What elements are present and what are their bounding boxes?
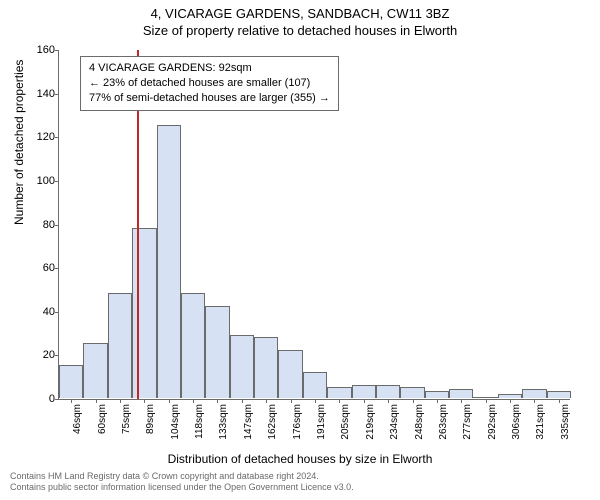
copyright-text: Contains HM Land Registry data © Crown c… (10, 471, 354, 494)
x-tick-label: 191sqm (316, 404, 327, 446)
x-tick-label: 60sqm (97, 404, 108, 446)
y-tick-mark (55, 181, 59, 182)
y-tick-label: 120 (27, 131, 55, 143)
y-tick-mark (55, 137, 59, 138)
x-tick-label: 46sqm (72, 404, 83, 446)
x-tick-mark (486, 399, 487, 403)
y-tick-label: 100 (27, 175, 55, 187)
y-tick-mark (55, 94, 59, 95)
y-tick-label: 40 (27, 306, 55, 318)
histogram-bar (473, 397, 497, 398)
histogram-bar (400, 387, 424, 398)
y-tick-label: 20 (27, 349, 55, 361)
histogram-bar (230, 335, 254, 398)
x-tick-label: 118sqm (194, 404, 205, 446)
info-line-1: 4 VICARAGE GARDENS: 92sqm (89, 61, 330, 76)
x-tick-mark (266, 399, 267, 403)
y-tick-mark (55, 268, 59, 269)
x-tick-mark (242, 399, 243, 403)
x-tick-mark (217, 399, 218, 403)
histogram-bar (425, 391, 449, 398)
histogram-bar (522, 389, 546, 398)
histogram-bar (157, 125, 181, 398)
x-tick-label: 147sqm (243, 404, 254, 446)
x-tick-label: 104sqm (170, 404, 181, 446)
x-tick-label: 75sqm (121, 404, 132, 446)
x-tick-label: 89sqm (145, 404, 156, 446)
y-tick-mark (55, 225, 59, 226)
histogram-bar (254, 337, 278, 398)
x-tick-mark (169, 399, 170, 403)
y-tick-label: 60 (27, 262, 55, 274)
y-tick-label: 140 (27, 88, 55, 100)
x-tick-mark (193, 399, 194, 403)
copyright-line-1: Contains HM Land Registry data © Crown c… (10, 471, 354, 483)
histogram-bar (352, 385, 376, 398)
x-tick-mark (364, 399, 365, 403)
histogram-bar (278, 350, 302, 398)
histogram-bar (83, 343, 107, 398)
x-tick-label: 306sqm (511, 404, 522, 446)
x-tick-label: 162sqm (267, 404, 278, 446)
y-tick-label: 160 (27, 44, 55, 56)
histogram-bar (132, 228, 156, 398)
y-tick-mark (55, 50, 59, 51)
histogram-bar (108, 293, 132, 398)
x-tick-mark (315, 399, 316, 403)
info-line-3: 77% of semi-detached houses are larger (… (89, 91, 330, 106)
info-line-2: ← 23% of detached houses are smaller (10… (89, 76, 330, 91)
x-tick-mark (437, 399, 438, 403)
copyright-line-2: Contains public sector information licen… (10, 482, 354, 494)
x-tick-mark (96, 399, 97, 403)
histogram-bar (181, 293, 205, 398)
histogram-bar (59, 365, 83, 398)
x-tick-mark (120, 399, 121, 403)
y-axis-label: Number of detached properties (12, 60, 26, 225)
x-tick-label: 321sqm (535, 404, 546, 446)
x-tick-label: 176sqm (292, 404, 303, 446)
histogram-bar (376, 385, 400, 398)
x-tick-label: 133sqm (218, 404, 229, 446)
x-axis-label: Distribution of detached houses by size … (0, 452, 600, 466)
x-tick-mark (461, 399, 462, 403)
x-tick-label: 335sqm (560, 404, 571, 446)
page-title: 4, VICARAGE GARDENS, SANDBACH, CW11 3BZ (0, 0, 600, 21)
x-tick-mark (559, 399, 560, 403)
histogram-bar (498, 394, 522, 398)
x-tick-label: 248sqm (414, 404, 425, 446)
x-tick-label: 263sqm (438, 404, 449, 446)
y-tick-label: 80 (27, 219, 55, 231)
x-tick-label: 277sqm (462, 404, 473, 446)
x-tick-mark (71, 399, 72, 403)
info-callout: 4 VICARAGE GARDENS: 92sqm ← 23% of detac… (80, 56, 339, 111)
histogram-bar (303, 372, 327, 398)
x-tick-label: 205sqm (340, 404, 351, 446)
x-tick-mark (339, 399, 340, 403)
y-tick-mark (55, 312, 59, 313)
x-tick-mark (291, 399, 292, 403)
x-tick-mark (413, 399, 414, 403)
y-tick-label: 0 (27, 393, 55, 405)
page-subtitle: Size of property relative to detached ho… (0, 21, 600, 38)
y-tick-mark (55, 355, 59, 356)
x-tick-mark (510, 399, 511, 403)
histogram-bar (449, 389, 473, 398)
x-tick-mark (144, 399, 145, 403)
x-tick-label: 234sqm (389, 404, 400, 446)
y-tick-mark (55, 399, 59, 400)
x-tick-mark (388, 399, 389, 403)
histogram-bar (205, 306, 229, 398)
x-tick-mark (534, 399, 535, 403)
x-tick-label: 219sqm (365, 404, 376, 446)
histogram-bar (327, 387, 351, 398)
x-tick-label: 292sqm (487, 404, 498, 446)
histogram-bar (547, 391, 571, 398)
